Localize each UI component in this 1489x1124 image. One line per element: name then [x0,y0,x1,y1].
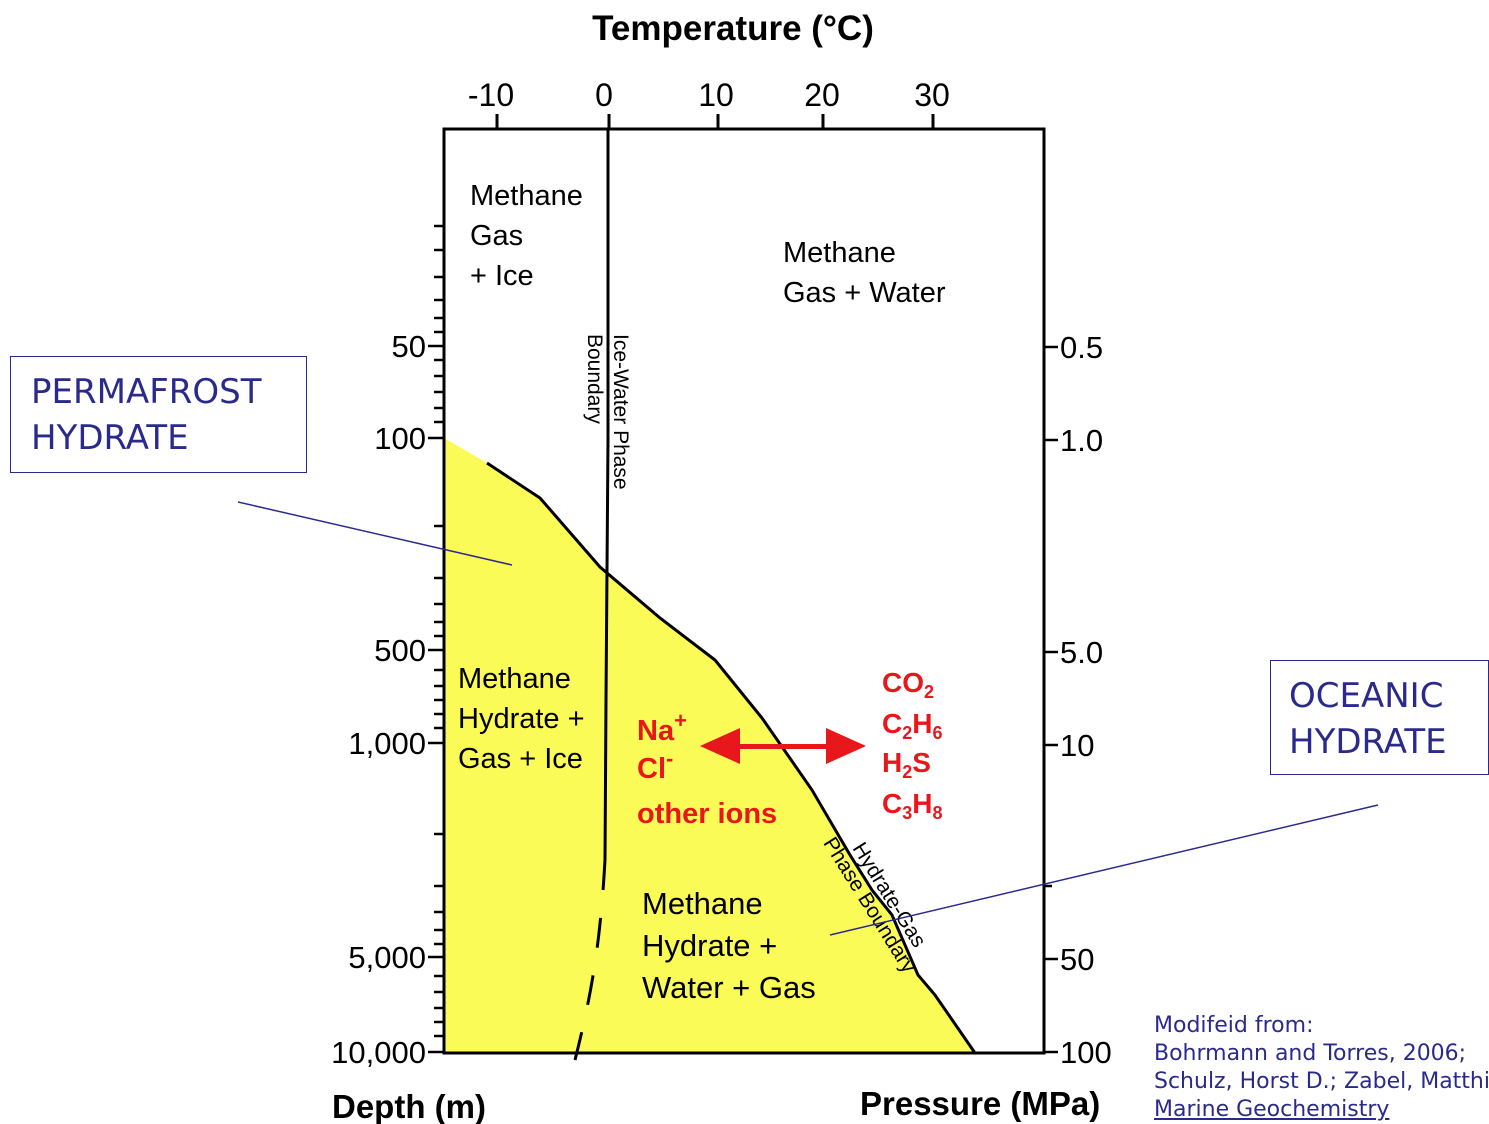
gas-part: H [912,708,932,739]
gas-subscript: 2 [902,723,912,743]
gas-part: H [912,788,932,819]
gas-part: C [882,708,902,739]
region-label: Methane [642,886,763,921]
ions-label: Na+ Cl- other ions [637,708,777,830]
gas-part: C [882,788,902,819]
right-tick-label: 50 [1060,942,1094,977]
left-tick-label: 10,000 [331,1035,426,1070]
region-label: Methane [470,180,583,212]
double-arrow [700,728,866,764]
region-label: Hydrate + [458,703,585,735]
region-gas-water: Methane Gas + Water [783,237,946,309]
svg-text:CO2: CO2 [882,667,934,702]
gases-label: CO2 C2H6 H2S C3H8 [882,667,943,823]
ion-cl: Cl [637,753,666,785]
right-tick-label: 5.0 [1060,635,1103,670]
oceanic-leader-line [829,804,1379,936]
gas-part: S [912,747,931,778]
callout-line: PERMAFROST [31,372,262,412]
left-tick-label: 500 [374,633,426,668]
boundary-label-line: Boundary [583,334,606,424]
ion-na: Na [637,715,675,747]
right-tick-label: 1.0 [1060,423,1103,458]
region-label: Hydrate + [642,928,777,963]
permafrost-hydrate-callout: PERMAFROST HYDRATE [10,356,307,473]
callout-line: HYDRATE [1289,722,1447,762]
region-label: + Ice [470,260,534,292]
right-tick-label: 10 [1060,728,1094,763]
ion-na-charge: + [674,708,687,733]
left-tick-marks [428,224,444,1054]
region-label: Water + Gas [642,970,816,1005]
svg-text:H2S: H2S [882,747,931,782]
callout-line: OCEANIC [1289,676,1444,716]
ice-water-boundary-label: Ice-Water Phase Boundary [583,334,632,490]
region-label: Gas + Water [783,277,946,309]
callout-line: HYDRATE [31,418,189,458]
left-tick-label: 5,000 [348,940,426,975]
gas-subscript: 8 [932,803,942,823]
svg-text:C3H8: C3H8 [882,788,943,823]
region-label: Gas [470,220,523,252]
gas-part: H [882,747,902,778]
region-label: Gas + Ice [458,743,583,775]
gas-part: CO [882,667,924,698]
right-tick-label: 0.5 [1060,330,1103,365]
left-tick-label: 50 [392,329,426,364]
region-hydrate-gas-ice: Methane Hydrate + Gas + Ice [458,663,585,775]
oceanic-hydrate-callout: OCEANIC HYDRATE [1270,660,1489,775]
credit-line: Marine Geochemistry [1154,1097,1390,1122]
right-tick-label: 100 [1060,1035,1112,1070]
top-tick-label: 0 [595,77,613,113]
right-tick-marks [1044,345,1058,1054]
credit-line: Schulz, Horst D.; Zabel, Matthias (Eds.)… [1154,1069,1489,1094]
region-hydrate-water-gas: Methane Hydrate + Water + Gas [642,886,816,1005]
right-axis-title: Pressure (MPa) [860,1085,1100,1122]
plot-frame [442,127,1046,1055]
left-tick-label: 1,000 [348,726,426,761]
ice-water-boundary-line [603,129,610,861]
boundary-label-line: Ice-Water Phase [609,334,632,490]
top-tick-label: 30 [914,77,950,113]
ion-cl-charge: - [666,746,673,771]
svg-text:Cl-: Cl- [637,746,673,785]
hydrate-gas-boundary-line [486,461,977,1054]
ion-other: other ions [637,798,777,830]
top-tick-label: -10 [468,77,514,113]
region-label: Methane [458,663,571,695]
top-tick-label: 20 [804,77,840,113]
gas-subscript: 6 [932,723,942,743]
svg-text:Na+: Na+ [637,708,687,747]
ice-water-boundary-dashed [573,859,607,1061]
top-tick-marks [495,114,935,129]
gas-subscript: 2 [902,762,912,782]
credit-line: Bohrmann and Torres, 2006; [1154,1041,1467,1066]
left-tick-label: 100 [374,421,426,456]
top-axis-title: Temperature (°C) [592,9,874,48]
top-tick-label: 10 [698,77,734,113]
region-label: Methane [783,237,896,269]
source-credit: Modifeid from: Bohrmann and Torres, 2006… [1154,1012,1489,1124]
credit-line: Modifeid from: [1154,1013,1314,1038]
permafrost-leader-line [237,501,513,566]
gas-subscript: 2 [924,682,934,702]
gas-subscript: 3 [902,803,912,823]
svg-text:C2H6: C2H6 [882,708,943,743]
left-axis-title: Depth (m) [332,1088,486,1124]
region-gas-ice: Methane Gas + Ice [470,180,583,292]
